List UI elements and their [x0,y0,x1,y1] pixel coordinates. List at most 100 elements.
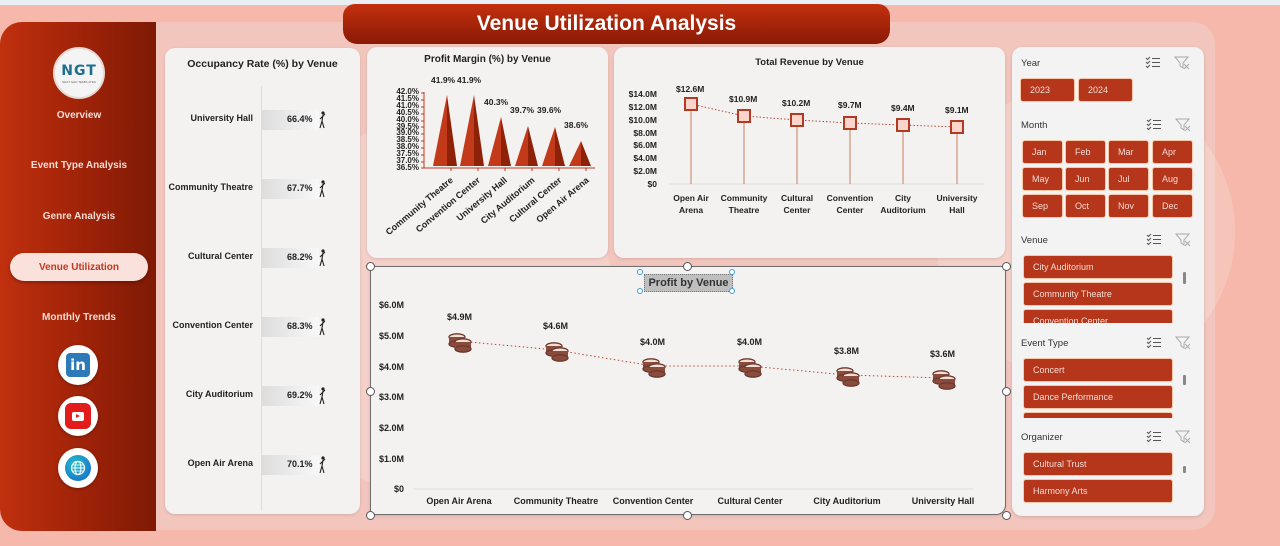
year-option[interactable]: 2023 [1021,79,1074,101]
person-icon [319,111,326,129]
multi-select-icon[interactable] [1145,56,1161,70]
month-option[interactable]: Feb [1066,141,1105,163]
event-type-option[interactable] [1024,413,1172,418]
nav-genre-analysis[interactable]: Genre Analysis [10,202,148,230]
occupancy-chart-card[interactable]: Occupancy Rate (%) by Venue University H… [165,48,360,514]
data-label: $9.4M [891,103,915,113]
logo-text: NGT [61,62,97,79]
nav-overview[interactable]: Overview [10,101,148,129]
y-tick: 37.0% [396,156,419,165]
resize-handle-se[interactable] [1001,510,1011,520]
youtube-button[interactable] [58,396,98,436]
month-option[interactable]: Mar [1109,141,1148,163]
title-resize-handle[interactable] [637,288,643,294]
bar-value: 69.2% [287,390,313,400]
bar-value: 70.1% [287,459,313,469]
y-tick: $10.0M [628,115,657,125]
title-resize-handle[interactable] [729,288,735,294]
organizer-option[interactable]: Cultural Trust [1024,453,1172,475]
event-type-scrollbar[interactable] [1183,375,1186,385]
data-label: $12.6M [676,84,705,94]
multi-select-icon[interactable] [1146,233,1162,247]
resize-handle-e[interactable] [1001,387,1011,396]
occupancy-bar[interactable]: Community Theatre 67.7% [165,179,360,199]
event-type-option[interactable]: Concert [1024,359,1172,381]
title-resize-handle[interactable] [729,269,735,275]
y-tick: $4.0M [378,362,404,372]
resize-handle-nw[interactable] [365,261,375,271]
resize-handle-w[interactable] [365,387,375,396]
ngt-logo[interactable]: NGT NEXT GEN TEMPLATES [53,47,105,99]
bar-value: 68.3% [287,321,313,331]
y-tick: 40.0% [396,114,419,124]
y-tick: 36.5% [396,162,419,172]
y-tick: $0 [393,484,404,494]
linkedin-button[interactable]: in [58,345,98,385]
logo-subtext: NEXT GEN TEMPLATES [62,79,96,84]
month-option[interactable]: May [1023,168,1062,190]
y-tick: $1.0M [378,454,404,464]
x-label: Community Theatre [720,193,768,215]
data-label: $10.9M [729,94,758,104]
nav-monthly-trends[interactable]: Monthly Trends [10,303,148,331]
month-option[interactable]: Nov [1109,195,1148,217]
x-label: Open Air Arena [673,193,709,215]
event-type-list[interactable]: Concert Dance Performance [1023,358,1173,418]
month-option[interactable]: Aug [1153,168,1192,190]
event-type-option[interactable]: Dance Performance [1024,386,1172,408]
bar-label: Convention Center [172,320,253,330]
resize-handle-s[interactable] [683,510,692,520]
organizer-option[interactable]: Harmony Arts [1024,480,1172,502]
x-label: Community Theatre [513,496,599,506]
venue-list[interactable]: City Auditorium Community Theatre Conven… [1023,255,1173,323]
chart-title[interactable]: Profit by Venue [644,274,733,292]
month-option[interactable]: Jun [1066,168,1105,190]
resize-handle-sw[interactable] [365,510,375,520]
person-icon [319,318,326,336]
profit-chart-card[interactable]: Profit by Venue $6.0M $5.0M $4.0M $3.0M … [365,261,1011,520]
website-button[interactable] [58,448,98,488]
nav-event-type-analysis[interactable]: Event Type Analysis [10,151,148,179]
clear-filter-icon[interactable] [1175,233,1191,247]
person-icon [319,180,326,198]
year-option[interactable]: 2024 [1079,79,1132,101]
revenue-chart-card[interactable]: Total Revenue by Venue $14.0M $12.0M $10… [614,47,1005,258]
clear-filter-icon[interactable] [1175,118,1191,132]
multi-select-icon[interactable] [1146,336,1162,350]
youtube-icon [65,403,91,429]
venue-option[interactable]: Convention Center [1024,310,1172,323]
month-option[interactable]: Jul [1109,168,1148,190]
x-label: University Hall [936,193,978,215]
y-tick: 37.5% [396,149,419,159]
clear-filter-icon[interactable] [1174,56,1190,70]
data-label: 39.6% [537,105,562,115]
occupancy-bar[interactable]: Cultural Center 68.2% [165,248,360,268]
person-icon [319,456,326,474]
occupancy-bar[interactable]: Open Air Arena 70.1% [165,455,360,475]
occupancy-bar[interactable]: University Hall 66.4% [165,110,360,130]
profit-margin-chart-card[interactable]: Profit Margin (%) by Venue 42.0% 41.5% 4… [367,47,608,258]
month-option[interactable]: Oct [1066,195,1105,217]
month-option[interactable]: Apr [1153,141,1192,163]
organizer-scrollbar[interactable] [1183,466,1186,473]
month-option[interactable]: Sep [1023,195,1062,217]
data-label: $9.1M [945,105,969,115]
resize-handle-n[interactable] [683,261,692,271]
clear-filter-icon[interactable] [1175,336,1191,350]
month-option[interactable]: Dec [1153,195,1192,217]
resize-handle-ne[interactable] [1001,261,1011,271]
month-option[interactable]: Jan [1023,141,1062,163]
chart-title: Occupancy Rate (%) by Venue [187,58,338,70]
occupancy-bar[interactable]: Convention Center 68.3% [165,317,360,337]
multi-select-icon[interactable] [1146,430,1162,444]
title-resize-handle[interactable] [637,269,643,275]
nav-venue-utilization[interactable]: Venue Utilization [10,253,148,281]
multi-select-icon[interactable] [1146,118,1162,132]
occupancy-bar[interactable]: City Auditorium 69.2% [165,386,360,406]
venue-scrollbar[interactable] [1183,272,1186,284]
data-label: $9.7M [838,100,862,110]
venue-option[interactable]: Community Theatre [1024,283,1172,305]
clear-filter-icon[interactable] [1175,430,1191,444]
y-tick: 40.5% [396,107,419,117]
venue-option[interactable]: City Auditorium [1024,256,1172,278]
